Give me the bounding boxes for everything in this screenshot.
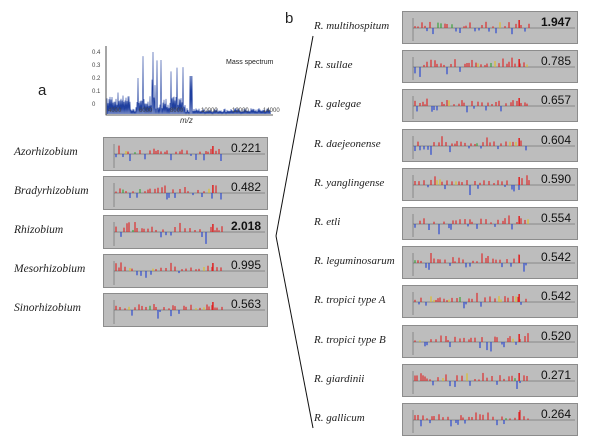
match-score: 0.542 xyxy=(540,289,571,304)
spectrum-comparison-plot: 0.590 xyxy=(402,167,578,201)
taxon-label: R. etli xyxy=(314,216,341,228)
match-score: 0.995 xyxy=(230,258,261,272)
mass-spectrum-xlabel: m/z xyxy=(180,116,193,125)
ms-y-tick: 0.3 xyxy=(92,63,101,69)
taxon-label: R. multihospitum xyxy=(314,20,390,32)
ms-y-tick: 0.1 xyxy=(92,89,101,95)
mass-spectrum-axes xyxy=(105,46,273,116)
connector-line-bottom xyxy=(275,235,314,429)
panel-a-letter: a xyxy=(38,82,47,99)
match-score: 1.947 xyxy=(540,15,571,29)
spectrum-comparison-plot: 0.221 xyxy=(103,137,268,171)
spectrum-comparison-plot: 2.018 xyxy=(103,215,268,249)
spectrum-comparison-plot: 0.657 xyxy=(402,89,578,123)
spectrum-comparison-plot: 0.520 xyxy=(402,324,578,358)
match-score: 0.271 xyxy=(540,367,571,382)
match-score: 0.563 xyxy=(230,297,261,311)
match-score: 0.590 xyxy=(540,171,571,186)
taxon-label: R. tropici type A xyxy=(314,294,386,307)
ms-x-tick: 6000 xyxy=(139,108,153,114)
mass-spectrum-trace xyxy=(106,51,271,115)
taxon-label: R. daejeonense xyxy=(314,137,381,150)
mirror-spectrum xyxy=(412,135,575,159)
taxon-label: Bradyrhizobium xyxy=(14,185,89,197)
ms-x-tick: 14000 xyxy=(263,108,280,114)
taxon-label: Rhizobium xyxy=(14,224,64,236)
mirror-spectrum xyxy=(412,57,575,81)
ms-x-tick: 10000 xyxy=(201,108,218,114)
mirror-spectrum xyxy=(412,410,575,433)
taxon-label: Mesorhizobium xyxy=(14,263,86,275)
mirror-spectrum xyxy=(412,18,575,41)
mirror-spectrum xyxy=(412,253,575,277)
match-score: 0.264 xyxy=(540,407,571,421)
taxon-label: R. gallicum xyxy=(314,412,365,424)
spectrum-comparison-plot: 0.542 xyxy=(402,246,578,280)
spectrum-comparison-plot: 0.995 xyxy=(103,254,268,288)
spectrum-comparison-plot: 0.482 xyxy=(103,176,268,210)
spectrum-comparison-plot: 0.604 xyxy=(402,128,578,162)
match-score: 0.657 xyxy=(540,93,571,108)
mass-spectrum-svg xyxy=(105,46,273,116)
taxon-label: R. sullae xyxy=(314,59,353,72)
match-score: 0.221 xyxy=(230,141,261,155)
mass-spectrum-title: Mass spectrum xyxy=(226,59,274,66)
mirror-spectrum xyxy=(113,261,265,285)
mirror-spectrum xyxy=(113,144,265,168)
ms-x-tick: 4000 xyxy=(108,108,122,114)
spectrum-comparison-plot: 0.785 xyxy=(402,50,578,84)
taxon-label: R. tropici type B xyxy=(314,333,386,346)
match-score: 0.542 xyxy=(540,250,571,265)
mirror-spectrum xyxy=(412,174,575,198)
spectrum-comparison-plot: 0.271 xyxy=(402,363,578,397)
ms-x-tick: 12000 xyxy=(232,108,249,114)
mass-spectrum-chart xyxy=(105,46,273,116)
panel-b-letter: b xyxy=(285,10,294,27)
match-score: 2.018 xyxy=(230,219,261,233)
match-score: 0.785 xyxy=(540,54,571,69)
taxon-label: Azorhizobium xyxy=(14,146,78,158)
mirror-spectrum xyxy=(412,370,575,394)
mirror-spectrum xyxy=(113,183,265,207)
mirror-spectrum xyxy=(113,222,265,246)
mirror-spectrum xyxy=(412,331,575,355)
spectrum-comparison-plot: 0.563 xyxy=(103,293,268,327)
match-score: 0.482 xyxy=(230,180,261,194)
taxon-label: R. giardinii xyxy=(314,372,365,385)
ms-y-tick: 0.2 xyxy=(92,76,101,82)
match-score: 0.520 xyxy=(540,328,571,343)
taxon-label: R. galegae xyxy=(314,98,362,111)
ms-y-tick: 0.4 xyxy=(92,50,101,56)
mirror-spectrum xyxy=(412,96,575,120)
mirror-spectrum xyxy=(412,214,575,237)
match-score: 0.554 xyxy=(540,211,571,225)
mirror-spectrum xyxy=(113,300,265,324)
spectrum-comparison-plot: 0.264 xyxy=(402,403,578,436)
spectrum-comparison-plot: 0.542 xyxy=(402,285,578,319)
taxon-label: R. yanglingense xyxy=(314,176,385,189)
match-score: 0.604 xyxy=(540,132,571,147)
taxon-label: R. leguminosarum xyxy=(314,255,395,268)
ms-x-tick: 8000 xyxy=(170,108,184,114)
spectrum-comparison-plot: 0.554 xyxy=(402,207,578,240)
ms-y-tick: 0 xyxy=(92,102,96,108)
mirror-spectrum xyxy=(412,292,575,316)
connector-line-top xyxy=(275,35,314,237)
spectrum-comparison-plot: 1.947 xyxy=(402,11,578,44)
taxon-label: Sinorhizobium xyxy=(14,302,81,314)
